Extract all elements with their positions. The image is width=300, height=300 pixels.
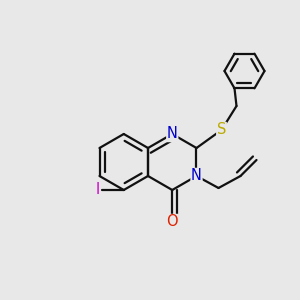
Text: S: S — [217, 122, 226, 137]
Text: I: I — [96, 182, 100, 197]
Text: N: N — [167, 127, 178, 142]
Text: O: O — [167, 214, 178, 230]
Text: N: N — [191, 169, 202, 184]
